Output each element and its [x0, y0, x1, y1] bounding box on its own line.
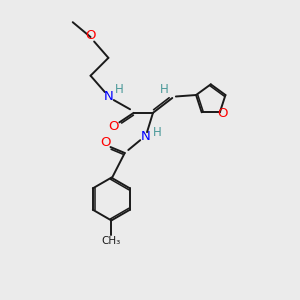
Text: O: O — [100, 136, 111, 149]
Text: H: H — [115, 83, 124, 97]
Text: O: O — [85, 29, 96, 42]
Text: N: N — [141, 130, 150, 143]
Text: H: H — [152, 126, 161, 139]
Text: O: O — [108, 120, 119, 133]
Text: O: O — [217, 107, 227, 120]
Text: CH₃: CH₃ — [102, 236, 121, 246]
Text: N: N — [103, 90, 113, 103]
Text: H: H — [160, 83, 168, 96]
